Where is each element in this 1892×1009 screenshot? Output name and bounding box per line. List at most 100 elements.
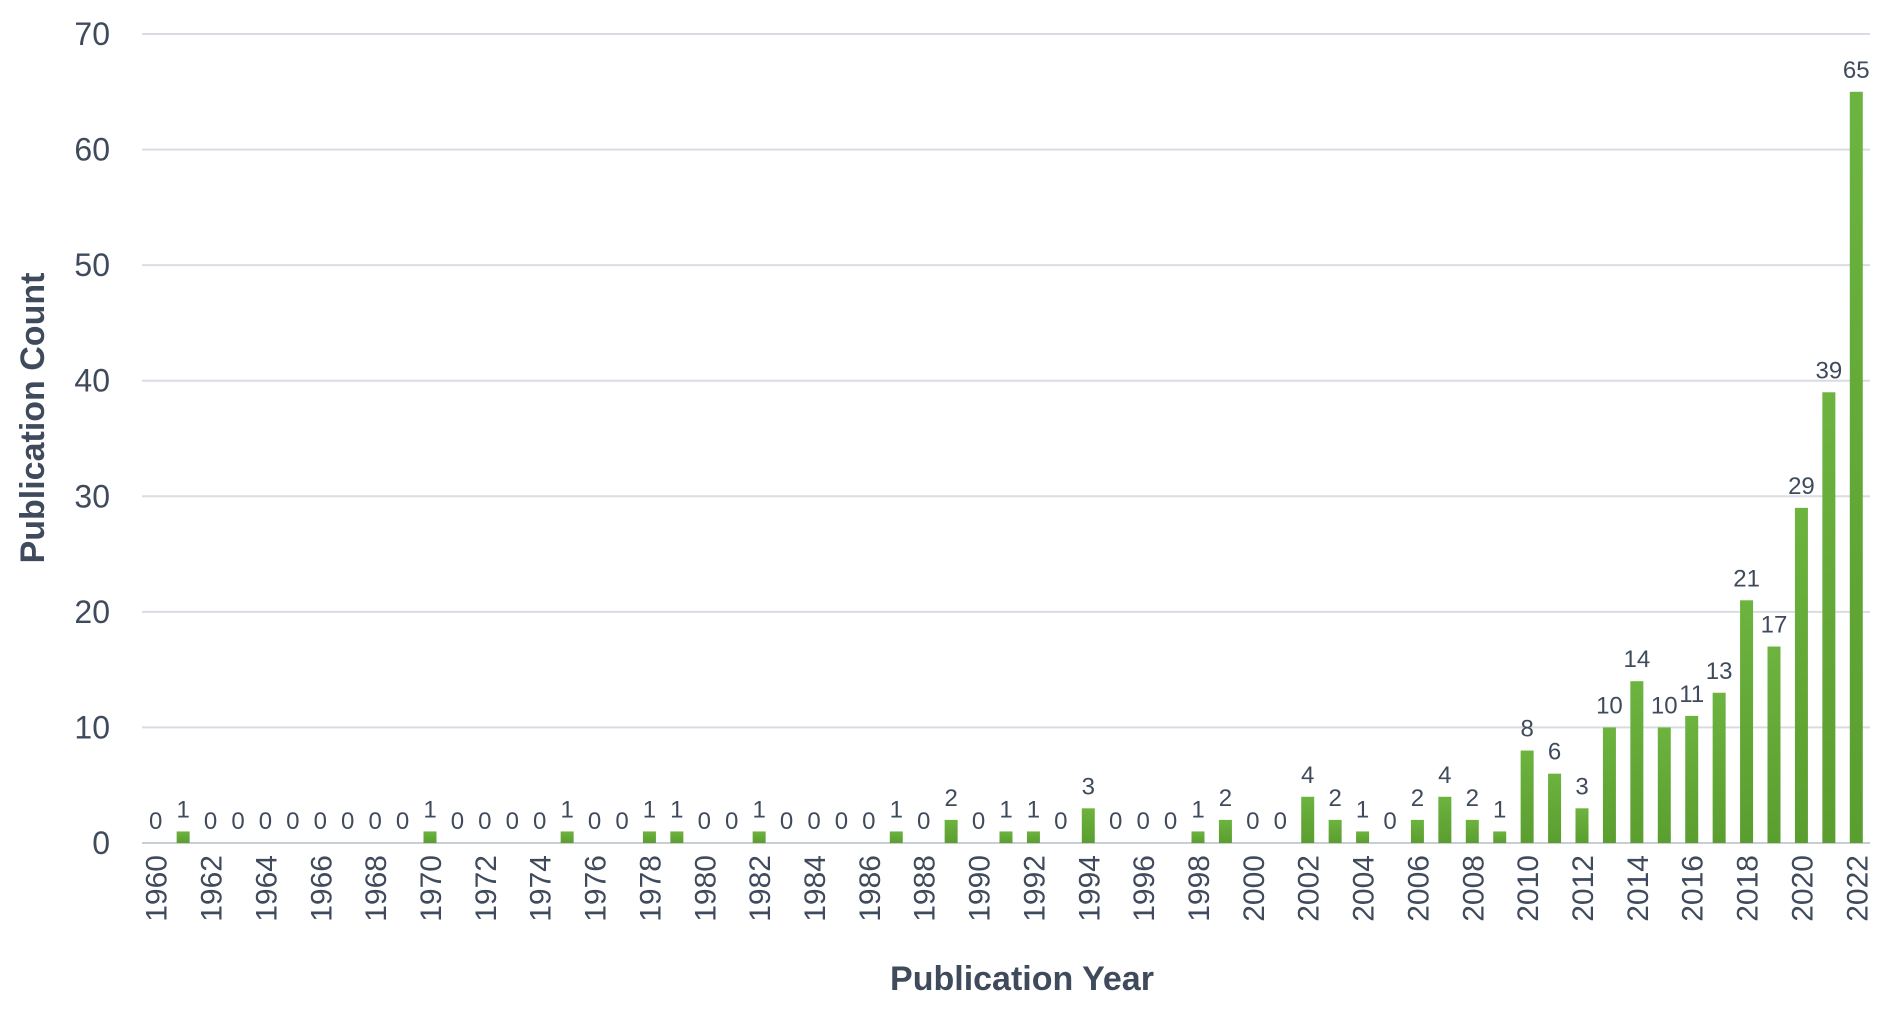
- bar: [1438, 796, 1452, 843]
- x-tick-label: 2014: [1622, 855, 1655, 922]
- x-tick-label: 2000: [1238, 855, 1271, 922]
- y-axis-ticks: 0 10 20 30 40 50 60 70: [74, 16, 110, 861]
- data-label: 1: [1356, 796, 1369, 823]
- data-label: 1: [423, 796, 436, 823]
- bar: [1712, 692, 1726, 843]
- data-label: 39: [1816, 357, 1843, 384]
- data-label: 0: [1246, 808, 1259, 835]
- bar: [1356, 831, 1370, 843]
- x-tick-label: 1960: [141, 855, 174, 922]
- data-label: 17: [1761, 612, 1788, 639]
- data-label: 2: [1219, 785, 1232, 812]
- data-label: 0: [588, 808, 601, 835]
- x-axis-ticks: 1960 1962 1964 1966 1968 1970 1972 1974 1976 1978…: [141, 855, 1875, 922]
- grid-layer: [142, 33, 1870, 844]
- data-label-layer: 0 1 0 0 0 0 0 0 0 0 1 0 0 0 0 1 0 0 1 1 0 0 1 0 0 0 0 1 020 1 1 030 0 0 1 2…: [149, 57, 1870, 835]
- x-tick-label: 1974: [525, 855, 558, 922]
- data-label: 8: [1520, 716, 1533, 743]
- y-tick-label: 0: [92, 825, 110, 861]
- data-label: 0: [725, 808, 738, 835]
- data-label: 2: [1328, 785, 1341, 812]
- data-label: 0: [1383, 808, 1396, 835]
- data-label: 0: [615, 808, 628, 835]
- bar: [560, 831, 574, 843]
- data-label: 1: [1027, 796, 1040, 823]
- x-tick-label: 2022: [1841, 855, 1874, 922]
- bar: [944, 819, 958, 843]
- bar: [1794, 507, 1808, 843]
- y-axis-title: Publication Count: [14, 273, 52, 564]
- x-axis-title: Publication Year: [890, 960, 1154, 998]
- bar: [176, 831, 190, 843]
- bar: [1218, 819, 1232, 843]
- bar: [1657, 727, 1671, 843]
- bar: [752, 831, 766, 843]
- data-label: 3: [1575, 773, 1588, 800]
- bar: [1410, 819, 1424, 843]
- x-tick-label: 1998: [1183, 855, 1216, 922]
- bar: [1026, 831, 1040, 843]
- data-label: 65: [1843, 57, 1870, 84]
- data-label: 1: [999, 796, 1012, 823]
- x-tick-label: 2012: [1567, 855, 1600, 922]
- bar-layer: [176, 91, 1863, 844]
- y-tick-label: 50: [74, 247, 110, 283]
- x-tick-label: 2018: [1732, 855, 1765, 922]
- bar: [1767, 646, 1781, 843]
- y-tick-label: 60: [74, 132, 110, 168]
- data-label: 0: [368, 808, 381, 835]
- data-label: 6: [1548, 739, 1561, 766]
- x-tick-label: 1994: [1073, 855, 1106, 922]
- data-label: 0: [1054, 808, 1067, 835]
- bar: [1328, 819, 1342, 843]
- data-label: 1: [670, 796, 683, 823]
- data-label: 1: [752, 796, 765, 823]
- data-label: 10: [1651, 692, 1678, 719]
- data-label: 1: [1191, 796, 1204, 823]
- data-label: 0: [286, 808, 299, 835]
- x-tick-label: 2010: [1512, 855, 1545, 922]
- y-tick-label: 40: [74, 363, 110, 399]
- x-tick-label: 2008: [1457, 855, 1490, 922]
- bar: [1548, 773, 1562, 843]
- data-label: 0: [506, 808, 519, 835]
- data-label: 13: [1706, 658, 1733, 685]
- bar: [1081, 808, 1095, 843]
- data-label: 29: [1788, 473, 1815, 500]
- x-tick-label: 1972: [470, 855, 503, 922]
- x-tick-label: 2016: [1677, 855, 1710, 922]
- data-label: 0: [972, 808, 985, 835]
- data-label: 1: [643, 796, 656, 823]
- data-label: 0: [1164, 808, 1177, 835]
- data-label: 2: [944, 785, 957, 812]
- x-tick-label: 2006: [1402, 855, 1435, 922]
- bar: [1493, 831, 1507, 843]
- bar: [1849, 91, 1863, 844]
- data-label: 0: [862, 808, 875, 835]
- data-label: 0: [314, 808, 327, 835]
- data-label: 0: [451, 808, 464, 835]
- data-label: 0: [149, 808, 162, 835]
- bar: [423, 831, 437, 843]
- data-label: 4: [1301, 762, 1314, 789]
- data-label: 3: [1082, 773, 1095, 800]
- x-tick-label: 1970: [415, 855, 448, 922]
- x-tick-label: 1988: [909, 855, 942, 922]
- y-tick-label: 10: [74, 709, 110, 745]
- bar: [889, 831, 903, 843]
- data-label: 2: [1411, 785, 1424, 812]
- bar: [1602, 727, 1616, 843]
- x-tick-label: 2002: [1293, 855, 1326, 922]
- data-label: 10: [1596, 692, 1623, 719]
- data-label: 0: [259, 808, 272, 835]
- bar: [1301, 796, 1315, 843]
- data-label: 0: [231, 808, 244, 835]
- data-label: 0: [396, 808, 409, 835]
- data-label: 0: [204, 808, 217, 835]
- x-tick-label: 1978: [634, 855, 667, 922]
- data-label: 0: [341, 808, 354, 835]
- data-label: 4: [1438, 762, 1451, 789]
- data-label: 1: [176, 796, 189, 823]
